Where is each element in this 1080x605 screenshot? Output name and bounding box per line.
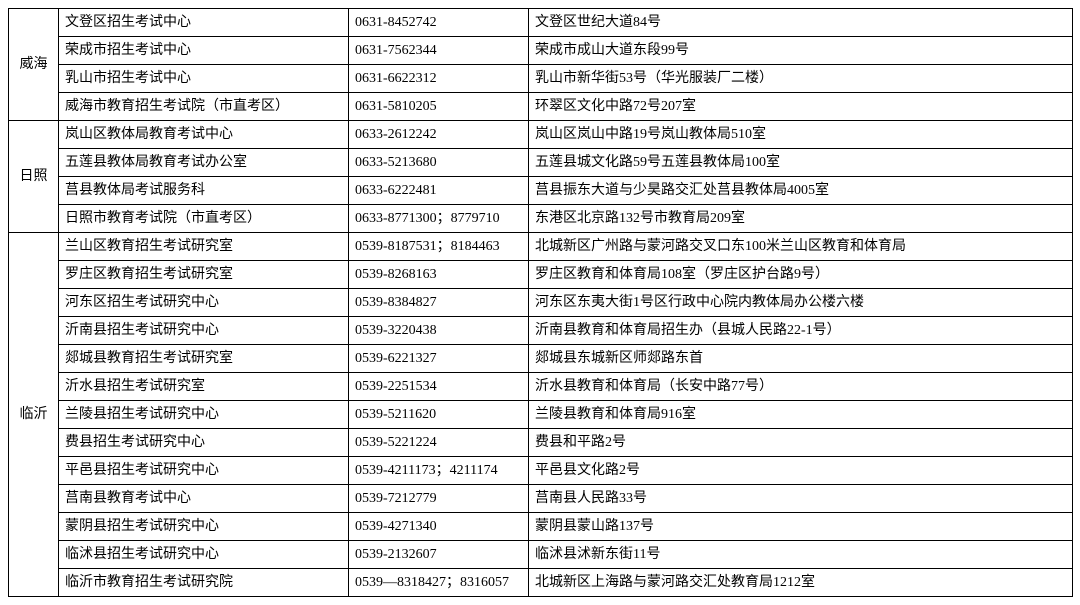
table-row: 莒南县教育考试中心0539-7212779莒南县人民路33号 [9,485,1073,513]
org-cell: 临沂市教育招生考试研究院 [59,569,349,597]
addr-cell: 环翠区文化中路72号207室 [529,93,1073,121]
phone-cell: 0633-8771300；8779710 [349,205,529,233]
phone-cell: 0539-2132607 [349,541,529,569]
table-row: 兰陵县招生考试研究中心0539-5211620兰陵县教育和体育局916室 [9,401,1073,429]
contact-table-body: 威海文登区招生考试中心0631-8452742文登区世纪大道84号荣成市招生考试… [9,9,1073,597]
addr-cell: 乳山市新华街53号（华光服装厂二楼） [529,65,1073,93]
phone-cell: 0539-3220438 [349,317,529,345]
org-cell: 莒南县教育考试中心 [59,485,349,513]
phone-cell: 0539-8187531；8184463 [349,233,529,261]
addr-cell: 河东区东夷大街1号区行政中心院内教体局办公楼六楼 [529,289,1073,317]
table-row: 威海市教育招生考试院（市直考区）0631-5810205环翠区文化中路72号20… [9,93,1073,121]
table-row: 临沭县招生考试研究中心0539-2132607临沭县沭新东街11号 [9,541,1073,569]
phone-cell: 0539-8384827 [349,289,529,317]
table-row: 乳山市招生考试中心0631-6622312乳山市新华街53号（华光服装厂二楼） [9,65,1073,93]
addr-cell: 北城新区广州路与蒙河路交叉口东100米兰山区教育和体育局 [529,233,1073,261]
phone-cell: 0539-4211173；4211174 [349,457,529,485]
org-cell: 沂水县招生考试研究室 [59,373,349,401]
table-row: 威海文登区招生考试中心0631-8452742文登区世纪大道84号 [9,9,1073,37]
org-cell: 临沭县招生考试研究中心 [59,541,349,569]
org-cell: 五莲县教体局教育考试办公室 [59,149,349,177]
table-row: 平邑县招生考试研究中心0539-4211173；4211174平邑县文化路2号 [9,457,1073,485]
region-cell: 临沂 [9,233,59,597]
org-cell: 威海市教育招生考试院（市直考区） [59,93,349,121]
org-cell: 莒县教体局考试服务科 [59,177,349,205]
phone-cell: 0631-5810205 [349,93,529,121]
addr-cell: 沂水县教育和体育局（长安中路77号） [529,373,1073,401]
region-cell: 日照 [9,121,59,233]
addr-cell: 费县和平路2号 [529,429,1073,457]
phone-cell: 0539-5211620 [349,401,529,429]
org-cell: 荣成市招生考试中心 [59,37,349,65]
org-cell: 郯城县教育招生考试研究室 [59,345,349,373]
addr-cell: 五莲县城文化路59号五莲县教体局100室 [529,149,1073,177]
addr-cell: 兰陵县教育和体育局916室 [529,401,1073,429]
addr-cell: 东港区北京路132号市教育局209室 [529,205,1073,233]
phone-cell: 0539-4271340 [349,513,529,541]
org-cell: 罗庄区教育招生考试研究室 [59,261,349,289]
phone-cell: 0633-6222481 [349,177,529,205]
region-cell: 威海 [9,9,59,121]
addr-cell: 罗庄区教育和体育局108室（罗庄区护台路9号） [529,261,1073,289]
table-row: 日照岚山区教体局教育考试中心0633-2612242岚山区岚山中路19号岚山教体… [9,121,1073,149]
addr-cell: 北城新区上海路与蒙河路交汇处教育局1212室 [529,569,1073,597]
addr-cell: 沂南县教育和体育局招生办（县城人民路22-1号） [529,317,1073,345]
addr-cell: 莒县振东大道与少昊路交汇处莒县教体局4005室 [529,177,1073,205]
table-row: 沂水县招生考试研究室0539-2251534沂水县教育和体育局（长安中路77号） [9,373,1073,401]
org-cell: 兰山区教育招生考试研究室 [59,233,349,261]
addr-cell: 临沭县沭新东街11号 [529,541,1073,569]
phone-cell: 0539-7212779 [349,485,529,513]
table-row: 临沂市教育招生考试研究院0539—8318427；8316057北城新区上海路与… [9,569,1073,597]
table-row: 日照市教育考试院（市直考区）0633-8771300；8779710东港区北京路… [9,205,1073,233]
table-row: 莒县教体局考试服务科0633-6222481莒县振东大道与少昊路交汇处莒县教体局… [9,177,1073,205]
phone-cell: 0539-6221327 [349,345,529,373]
table-row: 荣成市招生考试中心0631-7562344荣成市成山大道东段99号 [9,37,1073,65]
phone-cell: 0633-5213680 [349,149,529,177]
addr-cell: 文登区世纪大道84号 [529,9,1073,37]
addr-cell: 平邑县文化路2号 [529,457,1073,485]
table-row: 五莲县教体局教育考试办公室0633-5213680五莲县城文化路59号五莲县教体… [9,149,1073,177]
org-cell: 日照市教育考试院（市直考区） [59,205,349,233]
addr-cell: 莒南县人民路33号 [529,485,1073,513]
table-row: 临沂兰山区教育招生考试研究室0539-8187531；8184463北城新区广州… [9,233,1073,261]
org-cell: 乳山市招生考试中心 [59,65,349,93]
phone-cell: 0633-2612242 [349,121,529,149]
org-cell: 兰陵县招生考试研究中心 [59,401,349,429]
table-row: 费县招生考试研究中心0539-5221224费县和平路2号 [9,429,1073,457]
phone-cell: 0539—8318427；8316057 [349,569,529,597]
table-row: 沂南县招生考试研究中心0539-3220438沂南县教育和体育局招生办（县城人民… [9,317,1073,345]
org-cell: 岚山区教体局教育考试中心 [59,121,349,149]
phone-cell: 0539-8268163 [349,261,529,289]
addr-cell: 郯城县东城新区师郯路东首 [529,345,1073,373]
table-row: 郯城县教育招生考试研究室0539-6221327郯城县东城新区师郯路东首 [9,345,1073,373]
org-cell: 河东区招生考试研究中心 [59,289,349,317]
phone-cell: 0539-2251534 [349,373,529,401]
phone-cell: 0631-6622312 [349,65,529,93]
phone-cell: 0631-7562344 [349,37,529,65]
addr-cell: 岚山区岚山中路19号岚山教体局510室 [529,121,1073,149]
phone-cell: 0539-5221224 [349,429,529,457]
org-cell: 费县招生考试研究中心 [59,429,349,457]
addr-cell: 蒙阴县蒙山路137号 [529,513,1073,541]
contact-table: 威海文登区招生考试中心0631-8452742文登区世纪大道84号荣成市招生考试… [8,8,1073,597]
org-cell: 文登区招生考试中心 [59,9,349,37]
phone-cell: 0631-8452742 [349,9,529,37]
table-row: 河东区招生考试研究中心0539-8384827河东区东夷大街1号区行政中心院内教… [9,289,1073,317]
table-row: 蒙阴县招生考试研究中心0539-4271340蒙阴县蒙山路137号 [9,513,1073,541]
table-row: 罗庄区教育招生考试研究室0539-8268163罗庄区教育和体育局108室（罗庄… [9,261,1073,289]
org-cell: 沂南县招生考试研究中心 [59,317,349,345]
addr-cell: 荣成市成山大道东段99号 [529,37,1073,65]
org-cell: 蒙阴县招生考试研究中心 [59,513,349,541]
org-cell: 平邑县招生考试研究中心 [59,457,349,485]
